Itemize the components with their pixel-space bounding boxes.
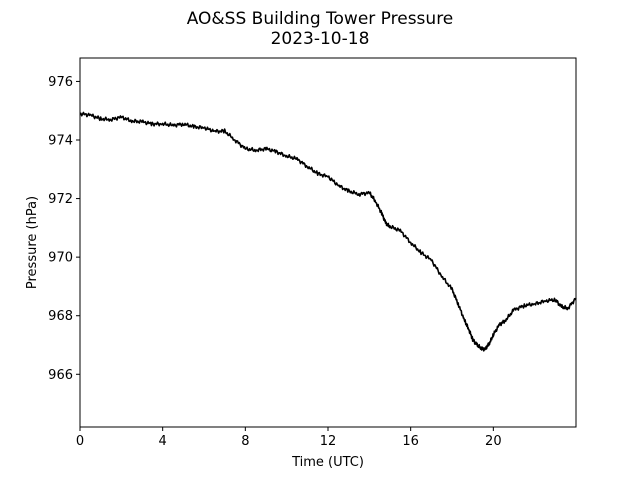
- chart-title: AO&SS Building Tower Pressure: [187, 9, 454, 29]
- x-tick-label: 4: [159, 434, 167, 449]
- x-axis-ticks: 0 4 8 12 16 20: [76, 427, 502, 449]
- y-tick-label: 970: [48, 251, 73, 266]
- y-tick-label: 966: [48, 368, 73, 383]
- x-tick-label: 20: [485, 434, 502, 449]
- x-tick-label: 8: [241, 434, 249, 449]
- x-tick-label: 16: [402, 434, 419, 449]
- y-tick-label: 976: [48, 75, 73, 90]
- x-axis-label: Time (UTC): [291, 455, 364, 470]
- y-axis-label: Pressure (hPa): [25, 196, 40, 289]
- x-tick-label: 0: [76, 434, 84, 449]
- y-tick-label: 974: [48, 134, 73, 149]
- chart-subtitle: 2023-10-18: [271, 29, 370, 49]
- plot-area-frame: [79, 57, 577, 428]
- x-tick-label: 12: [320, 434, 337, 449]
- pressure-series-line: [79, 111, 577, 352]
- y-tick-label: 972: [48, 192, 73, 207]
- y-tick-label: 968: [48, 309, 73, 324]
- y-axis-ticks: 966 968 970 972 974 976: [48, 75, 80, 383]
